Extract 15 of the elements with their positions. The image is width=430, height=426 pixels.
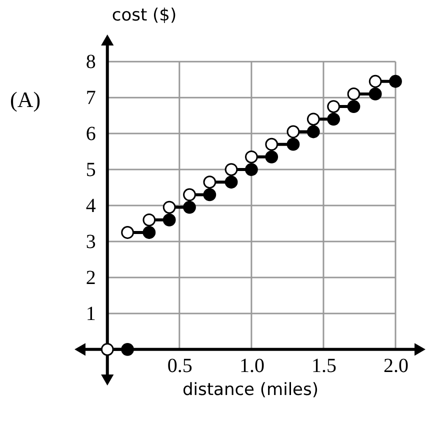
x-tick-label: 1.0 <box>239 354 264 377</box>
y-tick-label: 6 <box>86 123 96 146</box>
y-axis-title: cost ($) <box>112 6 177 26</box>
x-axis-title: distance (miles) <box>182 380 319 400</box>
x-tick-label: 1.5 <box>311 354 336 377</box>
x-tick-label: 0.5 <box>167 354 192 377</box>
y-tick-label: 2 <box>86 266 96 289</box>
y-tick-label: 8 <box>86 51 96 74</box>
y-tick-label: 7 <box>86 87 96 110</box>
y-tick-label: 3 <box>86 230 96 253</box>
x-tick-label: 2.0 <box>384 354 409 377</box>
y-tick-label: 5 <box>86 159 96 182</box>
text: (A) <box>10 87 41 112</box>
y-tick-label: 1 <box>86 302 96 325</box>
y-tick-label: 4 <box>86 195 96 218</box>
